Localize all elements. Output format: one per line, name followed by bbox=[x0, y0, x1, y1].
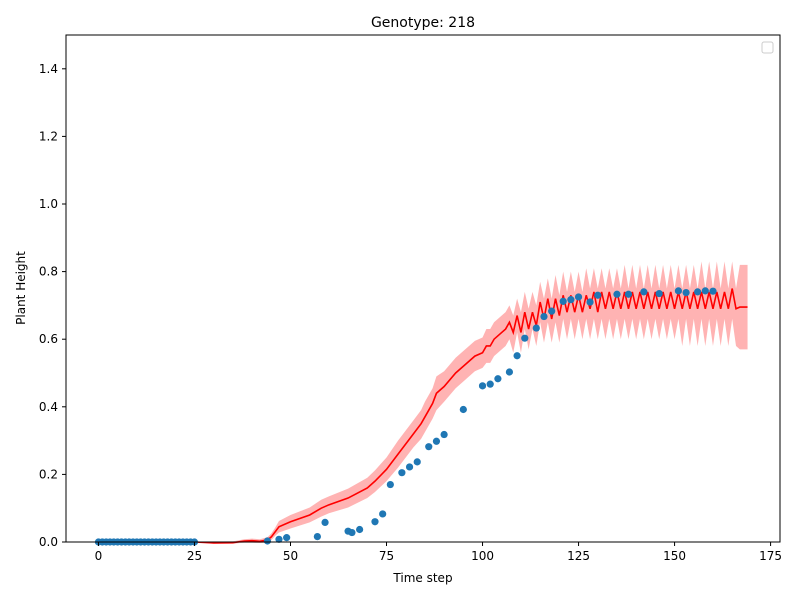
tick-layer: 0 25 50 75 100 125 150 175 0.0 0.2 0.4 0.6 0.8 1.0 1.2… bbox=[39, 62, 782, 563]
plot-frame bbox=[65, 34, 781, 543]
x-tick-label: 0 bbox=[95, 549, 103, 563]
observed-point bbox=[413, 458, 421, 466]
x-tick-label: 150 bbox=[663, 549, 686, 563]
observed-point bbox=[356, 525, 364, 534]
observed-point bbox=[521, 334, 529, 342]
prediction-confidence-band bbox=[98, 261, 748, 544]
observed-point bbox=[694, 288, 702, 296]
observed-point bbox=[548, 307, 556, 315]
observed-point bbox=[425, 443, 433, 451]
observed-point bbox=[386, 480, 394, 489]
observed-point bbox=[574, 293, 583, 301]
observed-point bbox=[263, 537, 272, 545]
observed-point bbox=[682, 288, 690, 297]
observed-point bbox=[624, 290, 633, 298]
observed-point bbox=[486, 380, 494, 388]
observed-point bbox=[532, 324, 540, 332]
observed-point bbox=[594, 291, 602, 299]
y-tick-label: 0.4 bbox=[39, 400, 58, 414]
y-tick-label: 1.2 bbox=[39, 129, 58, 143]
y-tick-label: 0.2 bbox=[39, 467, 58, 481]
y-axis-label: Plant Height bbox=[14, 251, 28, 325]
observed-point bbox=[405, 463, 414, 471]
chart-title: Genotype: 218 bbox=[371, 15, 475, 31]
prediction-line bbox=[98, 288, 748, 544]
observed-point bbox=[459, 405, 467, 414]
observed-point bbox=[655, 289, 663, 298]
observed-point bbox=[586, 298, 594, 306]
observed-point bbox=[505, 368, 514, 376]
y-tick-label: 1.4 bbox=[39, 62, 58, 76]
observed-point bbox=[701, 287, 709, 295]
y-tick-label: 0.6 bbox=[39, 332, 58, 346]
observed-point bbox=[379, 510, 387, 518]
x-tick-label: 125 bbox=[567, 549, 590, 563]
y-tick-label: 1.0 bbox=[39, 197, 58, 211]
x-axis-label: Time step bbox=[392, 571, 452, 585]
observed-point bbox=[513, 352, 521, 360]
y-tick-label: 0.0 bbox=[39, 535, 58, 549]
observed-point bbox=[478, 382, 487, 390]
x-tick-label: 100 bbox=[471, 549, 494, 563]
observed-point bbox=[494, 375, 502, 383]
axes-layer bbox=[65, 34, 781, 543]
observed-point bbox=[313, 532, 321, 541]
x-tick-label: 75 bbox=[379, 549, 394, 563]
observed-point bbox=[559, 297, 567, 305]
observed-point bbox=[348, 528, 356, 537]
observed-point bbox=[709, 287, 717, 295]
observed-point bbox=[432, 437, 441, 445]
x-tick-label: 175 bbox=[759, 549, 782, 563]
x-tick-label: 50 bbox=[283, 549, 298, 563]
observed-point bbox=[567, 296, 575, 304]
observed-point bbox=[283, 534, 291, 542]
confidence-band-layer bbox=[98, 261, 748, 544]
x-tick-label: 25 bbox=[187, 549, 202, 563]
observed-point bbox=[674, 287, 683, 295]
observed-point bbox=[640, 288, 648, 296]
observed-point bbox=[440, 430, 448, 439]
observed-point bbox=[371, 518, 379, 526]
prediction-line-layer bbox=[98, 288, 748, 544]
observed-point bbox=[613, 290, 621, 298]
legend-box bbox=[761, 41, 774, 54]
observed-point bbox=[321, 518, 329, 527]
observed-point bbox=[275, 535, 283, 543]
observed-point bbox=[540, 312, 548, 321]
y-tick-label: 0.8 bbox=[39, 265, 58, 279]
observed-point bbox=[398, 469, 406, 477]
